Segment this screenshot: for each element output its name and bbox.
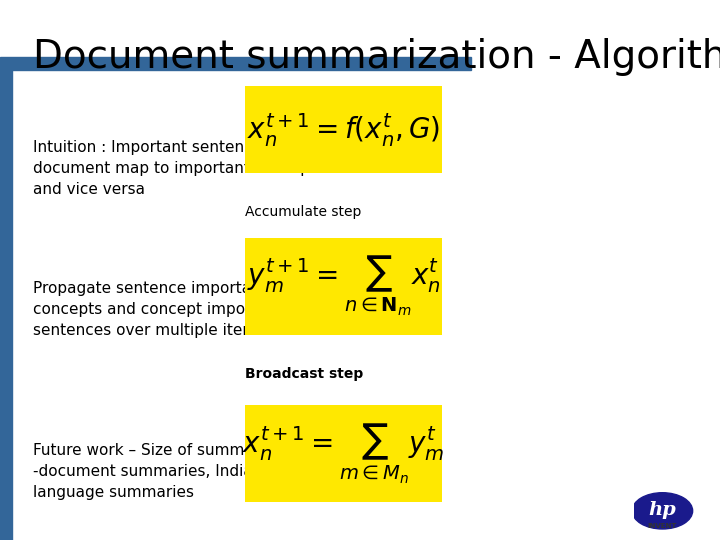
Text: Propagate sentence importance to
concepts and concept importance to
sentences ov: Propagate sentence importance to concept… bbox=[33, 281, 315, 338]
Text: Document summarization - Algorithm 2: Document summarization - Algorithm 2 bbox=[33, 38, 720, 76]
FancyBboxPatch shape bbox=[245, 86, 443, 173]
Bar bbox=[0, 57, 471, 70]
Text: $y_m^{t+1} = \sum_{n \in \mathbf{N}_m} x_n^t$: $y_m^{t+1} = \sum_{n \in \mathbf{N}_m} x… bbox=[247, 254, 441, 319]
Bar bbox=[0, 70, 12, 540]
Text: $x_n^{t+1} = f(x_n^t, G)$: $x_n^{t+1} = f(x_n^t, G)$ bbox=[247, 111, 441, 148]
Text: INVENT: INVENT bbox=[648, 523, 677, 529]
Text: Intuition : Important sentences in the
document map to important concepts
and vi: Intuition : Important sentences in the d… bbox=[33, 140, 324, 198]
FancyBboxPatch shape bbox=[245, 238, 443, 335]
Text: Future work – Size of summary, multi
-document summaries, Indian
language summar: Future work – Size of summary, multi -do… bbox=[33, 443, 318, 500]
Text: $x_n^{t+1} = \sum_{m \in M_n} y_m^t$: $x_n^{t+1} = \sum_{m \in M_n} y_m^t$ bbox=[243, 421, 445, 486]
FancyBboxPatch shape bbox=[245, 405, 443, 502]
Text: Broadcast step: Broadcast step bbox=[245, 367, 363, 381]
Circle shape bbox=[632, 492, 693, 529]
Text: Accumulate step: Accumulate step bbox=[245, 205, 361, 219]
Text: hp: hp bbox=[649, 501, 676, 518]
